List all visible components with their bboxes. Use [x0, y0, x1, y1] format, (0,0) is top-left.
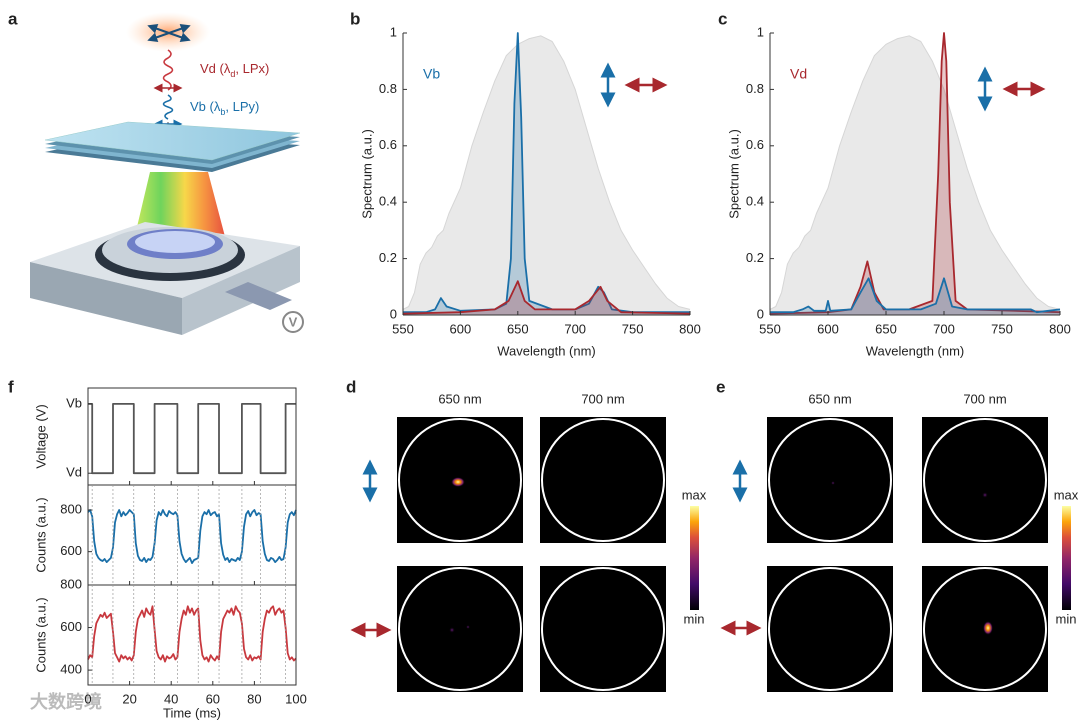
- vd-sub: d: [230, 69, 235, 79]
- x-axis-label: Wavelength (nm): [866, 343, 965, 358]
- column-header: 650 nm: [438, 391, 481, 406]
- colorbar-min: min: [1056, 611, 1077, 626]
- vd-text: Vd (λ: [200, 61, 231, 76]
- y-tick-label: 0.4: [379, 194, 397, 209]
- x-tick-label: 80: [247, 691, 261, 706]
- x-tick-label: 550: [392, 321, 414, 336]
- x-tick-label: 100: [285, 691, 307, 706]
- column-header: 650 nm: [808, 391, 851, 406]
- y-tick-label: 400: [60, 662, 82, 677]
- y-axis-label: Counts (a.u.): [33, 597, 48, 672]
- y-axis-label: Voltage (V): [33, 404, 48, 468]
- area: [770, 35, 1060, 316]
- vd-rest: , LPx): [235, 61, 269, 76]
- x-tick-label: 600: [817, 321, 839, 336]
- line: [402, 35, 691, 310]
- x-tick-label: 0: [84, 691, 91, 706]
- y-tick-label: Vb: [66, 395, 82, 410]
- y-tick-label: 0: [390, 306, 397, 321]
- y-tick-label: 1: [757, 24, 764, 39]
- y-tick-label: 0.6: [746, 137, 764, 152]
- colorbar-max: max: [682, 487, 707, 502]
- illustration: a Vd (λd, LPx) Vb (λb, LPy) V: [8, 9, 304, 335]
- line: [88, 403, 296, 475]
- y-tick-label: 800: [60, 501, 82, 516]
- colorbar-min: min: [684, 611, 705, 626]
- y-tick-label: 0.2: [746, 250, 764, 265]
- x-tick-label: 20: [122, 691, 136, 706]
- y-axis-label: Spectrum (a.u.): [726, 129, 741, 219]
- plot: 400 600 800 0 20 40 60 80 100 Counts (a.u.): [33, 576, 306, 706]
- y-tick-label: Vd: [66, 465, 82, 480]
- x-tick-label: 650: [875, 321, 897, 336]
- x-tick-label: 800: [679, 321, 701, 336]
- panel-label: c: [718, 9, 727, 28]
- y-tick-label: 0.6: [379, 137, 397, 152]
- axes-frame: [87, 484, 297, 586]
- y-tick-label: 0.8: [379, 81, 397, 96]
- vb-label: Vb (λb, LPy): [190, 99, 259, 117]
- y-tick-label: 0.4: [746, 194, 764, 209]
- plot: 0 0.2 0.4 0.6 0.8 1 550 600 650 700 750 800 Spectrum…: [359, 24, 700, 336]
- column-header: 700 nm: [963, 391, 1006, 406]
- line: [769, 32, 1061, 315]
- x-tick-label: 550: [759, 321, 781, 336]
- area: [403, 35, 690, 316]
- panel-label: d: [346, 377, 356, 396]
- vb-sub: b: [220, 107, 225, 117]
- watermark: 大数跨境: [30, 691, 102, 712]
- annotation: Vb: [423, 66, 440, 82]
- panel-label: a: [8, 9, 18, 28]
- plot: 600 800 Counts (a.u.): [33, 484, 297, 586]
- x-axis-label: Time (ms): [163, 705, 221, 720]
- x-axis-label: Wavelength (nm): [497, 343, 596, 358]
- line: [87, 605, 297, 663]
- y-axis-label: Spectrum (a.u.): [359, 129, 374, 219]
- y-axis-label: Counts (a.u.): [33, 497, 48, 572]
- x-tick-label: 750: [622, 321, 644, 336]
- y-tick-label: 600: [60, 543, 82, 558]
- y-tick-label: 800: [60, 576, 82, 591]
- vb-rest: , LPy): [225, 99, 259, 114]
- line: [770, 277, 1061, 314]
- axes-frame: [87, 387, 297, 486]
- plot: 0 0.2 0.4 0.6 0.8 1 550 600 650 700 750 800 Spectrum…: [726, 24, 1070, 336]
- y-tick-label: 0: [757, 306, 764, 321]
- panel-label: e: [716, 377, 725, 396]
- column-header: 700 nm: [581, 391, 624, 406]
- vb-text: Vb (λ: [190, 99, 221, 114]
- panel-label: b: [350, 9, 360, 28]
- x-tick-label: 40: [164, 691, 178, 706]
- x-tick-label: 650: [507, 321, 529, 336]
- x-tick-label: 700: [564, 321, 586, 336]
- y-tick-label: 0.2: [379, 250, 397, 265]
- x-tick-label: 60: [206, 691, 220, 706]
- panel-d: d 650 nm 700 nm max min: [346, 377, 707, 692]
- y-tick-label: 600: [60, 619, 82, 634]
- voltage-symbol: V: [289, 314, 298, 329]
- line: [769, 35, 1061, 310]
- x-tick-label: 700: [933, 321, 955, 336]
- line: [87, 509, 297, 564]
- annotation: Vd: [790, 66, 807, 82]
- panel-label: f: [8, 377, 14, 396]
- x-tick-label: 800: [1049, 321, 1071, 336]
- axes-frame: [87, 584, 297, 686]
- y-tick-label: 1: [390, 24, 397, 39]
- plot: Vb Vd Voltage (V): [33, 387, 297, 486]
- x-tick-label: 600: [450, 321, 472, 336]
- vd-label: Vd (λd, LPx): [200, 61, 269, 79]
- x-tick-label: 750: [991, 321, 1013, 336]
- colorbar-max: max: [1054, 487, 1079, 502]
- line: [402, 280, 691, 315]
- panel-e: e 650 nm 700 nm max min: [716, 377, 1079, 692]
- y-tick-label: 0.8: [746, 81, 764, 96]
